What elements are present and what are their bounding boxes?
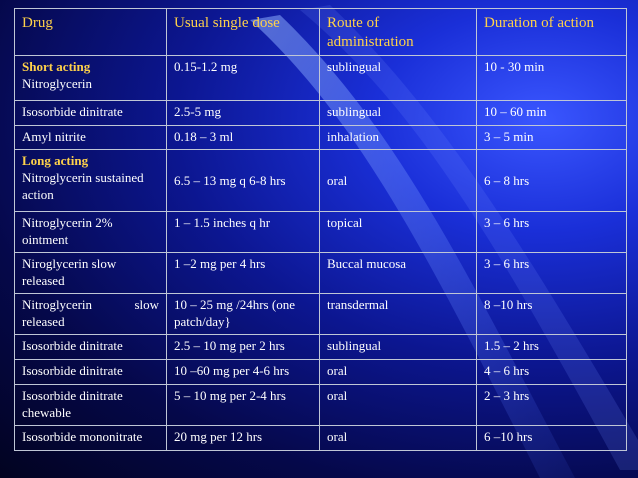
table-row: Nitroglycerin slow released 10 – 25 mg /…	[14, 293, 627, 335]
table-row: Niroglycerin slow released 1 –2 mg per 4…	[14, 252, 627, 294]
table-row: Isosorbide dinitrate 10 –60 mg per 4-6 h…	[14, 359, 627, 385]
duration-cell: 6 –10 hrs	[476, 425, 627, 451]
header-drug: Drug	[14, 8, 167, 56]
drug-name: Nitroglycerin sustained action	[22, 170, 144, 202]
drug-cell: Amyl nitrite	[14, 125, 167, 150]
drug-cell: Isosorbide mononitrate	[14, 425, 167, 451]
drug-cell: Long acting Nitroglycerin sustained acti…	[14, 149, 167, 212]
dose-cell: 1 –2 mg per 4 hrs	[166, 252, 320, 294]
table-row: Short acting Nitroglycerin 0.15-1.2 mg s…	[14, 55, 627, 101]
drug-cell: Isosorbide dinitrate chewable	[14, 384, 167, 426]
drug-name-line2: released	[22, 314, 65, 329]
drug-name: Nitroglycerin	[22, 76, 93, 91]
duration-cell: 3 – 6 hrs	[476, 252, 627, 294]
duration-text: 6 – 8 hrs	[484, 172, 530, 188]
drug-word: Nitroglycerin	[22, 297, 93, 312]
group-label-long-acting: Long acting	[22, 153, 89, 168]
table-row: Isosorbide dinitrate 2.5 – 10 mg per 2 h…	[14, 334, 627, 360]
dose-cell: 0.18 – 3 ml	[166, 125, 320, 150]
table-row: Isosorbide dinitrate chewable 5 – 10 mg …	[14, 384, 627, 426]
drug-table: Drug Usual single dose Route of administ…	[14, 8, 627, 451]
dose-cell: 6.5 – 13 mg q 6-8 hrs	[166, 149, 320, 212]
route-cell: oral	[319, 425, 477, 451]
drug-cell: Isosorbide dinitrate	[14, 359, 167, 385]
drug-cell: Nitroglycerin slow released	[14, 293, 167, 335]
dose-cell: 2.5-5 mg	[166, 100, 320, 126]
route-text: oral	[327, 172, 348, 188]
header-route-of-administration: Route of administration	[319, 8, 477, 56]
table-row: Isosorbide mononitrate 20 mg per 12 hrs …	[14, 425, 627, 451]
route-cell: transdermal	[319, 293, 477, 335]
dose-cell: 20 mg per 12 hrs	[166, 425, 320, 451]
duration-cell: 8 –10 hrs	[476, 293, 627, 335]
duration-cell: 10 – 60 min	[476, 100, 627, 126]
route-cell: oral	[319, 384, 477, 426]
route-cell: sublingual	[319, 334, 477, 360]
duration-cell: 2 – 3 hrs	[476, 384, 627, 426]
drug-cell: Isosorbide dinitrate	[14, 334, 167, 360]
duration-cell: 10 - 30 min	[476, 55, 627, 101]
drug-cell: Isosorbide dinitrate	[14, 100, 167, 126]
header-duration-of-action: Duration of action	[476, 8, 627, 56]
duration-cell: 3 – 5 min	[476, 125, 627, 150]
table-row: Nitroglycerin 2% ointment 1 – 1.5 inches…	[14, 211, 627, 253]
table-row: Amyl nitrite 0.18 – 3 ml inhalation 3 – …	[14, 125, 627, 150]
route-cell: sublingual	[319, 100, 477, 126]
dose-cell: 10 –60 mg per 4-6 hrs	[166, 359, 320, 385]
route-cell: oral	[319, 149, 477, 212]
drug-word: slow	[134, 297, 159, 312]
route-cell: sublingual	[319, 55, 477, 101]
route-cell: inhalation	[319, 125, 477, 150]
route-cell: Buccal mucosa	[319, 252, 477, 294]
dose-text: 6.5 – 13 mg q 6-8 hrs	[174, 172, 286, 188]
duration-cell: 4 – 6 hrs	[476, 359, 627, 385]
drug-name-line1: Nitroglycerin slow	[22, 296, 159, 313]
route-cell: topical	[319, 211, 477, 253]
table-header-row: Drug Usual single dose Route of administ…	[14, 8, 627, 56]
dose-cell: 0.15-1.2 mg	[166, 55, 320, 101]
drug-cell: Nitroglycerin 2% ointment	[14, 211, 167, 253]
route-cell: oral	[319, 359, 477, 385]
duration-cell: 1.5 – 2 hrs	[476, 334, 627, 360]
dose-cell: 1 – 1.5 inches q hr	[166, 211, 320, 253]
drug-cell: Short acting Nitroglycerin	[14, 55, 167, 101]
duration-cell: 3 – 6 hrs	[476, 211, 627, 253]
dose-cell: 5 – 10 mg per 2-4 hrs	[166, 384, 320, 426]
group-label-short-acting: Short acting	[22, 59, 91, 74]
dose-cell: 2.5 – 10 mg per 2 hrs	[166, 334, 320, 360]
dose-cell: 10 – 25 mg /24hrs (one patch/day}	[166, 293, 320, 335]
duration-cell: 6 – 8 hrs	[476, 149, 627, 212]
header-usual-single-dose: Usual single dose	[166, 8, 320, 56]
table-row: Long acting Nitroglycerin sustained acti…	[14, 149, 627, 212]
table-row: Isosorbide dinitrate 2.5-5 mg sublingual…	[14, 100, 627, 126]
drug-cell: Niroglycerin slow released	[14, 252, 167, 294]
